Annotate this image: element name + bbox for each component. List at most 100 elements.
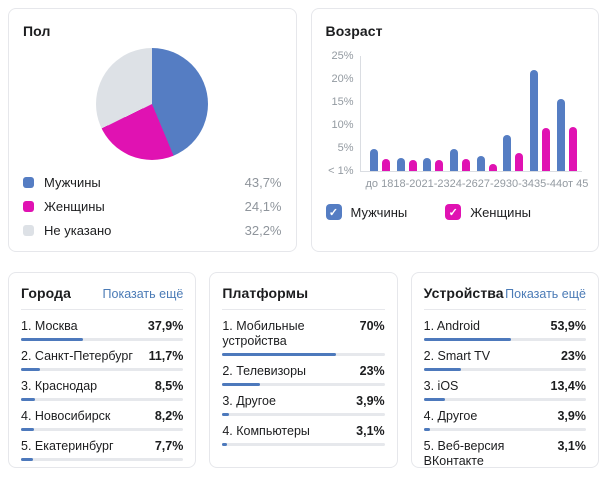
age-legend-item: ✓ Женщины xyxy=(445,204,531,220)
devices-show-more-link[interactable]: Показать ещё xyxy=(505,287,586,301)
y-axis-tick-label: 25% xyxy=(331,50,354,62)
gender-legend-value: 32,2% xyxy=(244,222,282,238)
list-item-row: 5. Веб-версия ВКонтакте 3,1% xyxy=(423,439,586,468)
list-item-label: 3. Другое xyxy=(222,394,276,408)
list-item-row: 3. Другое 3,9% xyxy=(222,394,384,409)
progress-fill xyxy=(21,338,83,341)
platforms-card-title: Платформы xyxy=(222,285,309,301)
list-item-value: 11,7% xyxy=(148,349,184,363)
list-item-value: 13,4% xyxy=(550,379,586,393)
male-series-checkbox[interactable]: ✓ xyxy=(325,204,342,220)
age-bar-groups xyxy=(361,56,583,171)
female-bar xyxy=(408,160,417,171)
list-item-value: 7,7% xyxy=(154,439,184,453)
progress-fill xyxy=(222,353,336,356)
list-item-label: 1. Мобильные устройства xyxy=(222,319,305,348)
x-axis-tick-label: 35-44 xyxy=(534,178,563,190)
list-item: 2. Санкт-Петербург 11,7% xyxy=(21,349,184,371)
cities-card: Города Показать ещё 1. Москва 37,9% 2. Сан… xyxy=(8,272,197,468)
female-bar xyxy=(488,164,497,171)
male-bar xyxy=(449,149,458,171)
progress-track xyxy=(423,398,586,401)
age-bar-chart: 25% 20% 15% 10% 5% < 1% до 18 18-20 21-23 24-26 2… xyxy=(326,51,589,192)
list-item-label: 3. iOS xyxy=(423,379,459,393)
x-axis-tick-label: 24-26 xyxy=(449,178,478,190)
devices-card-title: Устройства xyxy=(423,285,504,301)
x-axis-tick-label: 18-20 xyxy=(393,178,422,190)
age-bar-group xyxy=(473,156,500,171)
list-item-row: 1. Москва 37,9% xyxy=(21,319,183,334)
gender-card-title: Пол xyxy=(23,23,51,39)
progress-fill xyxy=(423,368,461,371)
list-item-label: 1. Москва xyxy=(21,319,78,333)
progress-fill xyxy=(222,443,228,446)
male-bar xyxy=(556,99,565,171)
male-bar xyxy=(503,135,512,171)
list-item-label: 1. Android xyxy=(423,319,480,333)
list-item-value: 3,9% xyxy=(557,409,586,423)
gender-legend-row: Женщины 24,1% xyxy=(23,194,282,218)
age-legend-item: ✓ Мужчины xyxy=(325,204,408,220)
male-bar xyxy=(423,158,432,171)
list-item: 3. Краснодар 8,5% xyxy=(21,379,184,401)
female-bar xyxy=(541,128,550,171)
gender-card: Пол Мужчины 43,7% Женщины 24,1% Не указано 32… xyxy=(8,8,297,252)
platforms-card: Платформы 1. Мобильные устройства 70% 2. Т… xyxy=(209,272,398,468)
list-item-value: 70% xyxy=(359,319,385,333)
list-item: 1. Москва 37,9% xyxy=(21,319,184,341)
age-legend-label: Мужчины xyxy=(350,204,408,220)
list-item: 1. Мобильные устройства 70% xyxy=(222,319,385,356)
cities-list: 1. Москва 37,9% 2. Санкт-Петербург 11,7% 3. … xyxy=(21,319,184,461)
x-axis-tick-label: 27-29 xyxy=(477,178,506,190)
list-item-row: 4. Новосибирск 8,2% xyxy=(21,409,183,424)
cities-show-more-link[interactable]: Показать ещё xyxy=(102,287,184,301)
platforms-card-header: Платформы xyxy=(222,285,384,302)
list-item-row: 2. Smart TV 23% xyxy=(424,349,586,364)
list-item-value: 8,5% xyxy=(154,379,184,393)
list-item: 4. Новосибирск 8,2% xyxy=(21,409,184,431)
list-item: 4. Компьютеры 3,1% xyxy=(222,424,385,446)
list-item: 5. Екатеринбург 7,7% xyxy=(21,439,184,461)
age-bar-group xyxy=(527,70,554,171)
progress-fill xyxy=(21,458,34,461)
female-bar xyxy=(515,153,524,171)
devices-card-header: Устройства Показать ещё xyxy=(424,285,586,302)
list-item-row: 1. Мобильные устройства 70% xyxy=(222,319,384,349)
list-item: 2. Телевизоры 23% xyxy=(222,364,385,386)
list-item-row: 5. Екатеринбург 7,7% xyxy=(21,439,183,454)
devices-list: 1. Android 53,9% 2. Smart TV 23% 3. iOS 13,4%… xyxy=(423,319,586,468)
list-item-label: 5. Веб-версия ВКонтакте xyxy=(423,439,505,468)
list-item: 3. Другое 3,9% xyxy=(222,394,385,416)
list-item-label: 4. Компьютеры xyxy=(222,424,310,438)
y-axis-tick-label: < 1% xyxy=(328,165,354,177)
gender-legend-label: Женщины xyxy=(44,198,105,214)
legend-swatch-icon xyxy=(23,200,34,212)
progress-track xyxy=(21,368,184,371)
list-item-value: 53,9% xyxy=(550,319,586,333)
progress-track xyxy=(21,428,184,431)
list-item-value: 23% xyxy=(359,364,385,378)
divider xyxy=(222,309,385,310)
progress-track xyxy=(222,413,385,416)
progress-fill xyxy=(21,398,35,401)
list-item-label: 3. Краснодар xyxy=(21,379,98,393)
progress-fill xyxy=(21,428,35,431)
progress-fill xyxy=(423,428,430,431)
list-item: 5. Веб-версия ВКонтакте 3,1% xyxy=(423,439,586,468)
y-axis-tick-label: 5% xyxy=(337,142,354,154)
list-item-label: 2. Smart TV xyxy=(423,349,491,363)
cities-card-header: Города Показать ещё xyxy=(21,285,183,302)
age-card-title: Возраст xyxy=(325,23,383,39)
age-x-axis: до 18 18-20 21-23 24-26 27-29 30-34 35-44 от 45 xyxy=(360,178,589,190)
list-item: 2. Smart TV 23% xyxy=(423,349,586,371)
age-bar-group xyxy=(367,149,394,171)
x-axis-tick-label: от 45 xyxy=(562,178,589,190)
progress-track xyxy=(21,338,184,341)
x-axis-tick-label: 21-23 xyxy=(421,178,450,190)
y-axis-tick-label: 10% xyxy=(331,119,354,131)
progress-track xyxy=(222,443,385,446)
list-item-value: 3,1% xyxy=(557,439,586,453)
female-series-checkbox[interactable]: ✓ xyxy=(445,204,462,220)
devices-card: Устройства Показать ещё 1. Android 53,9% 2… xyxy=(410,272,599,468)
gender-legend: Мужчины 43,7% Женщины 24,1% Не указано 32,2% xyxy=(23,170,282,242)
